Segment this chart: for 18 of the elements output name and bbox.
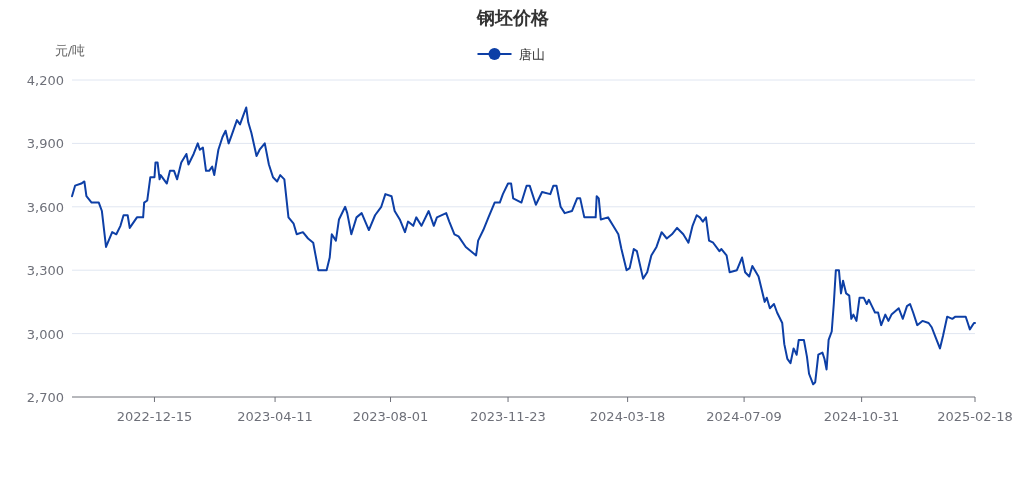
y-tick-label: 3,600 — [26, 199, 64, 215]
x-tick-label: 2024-07-09 — [706, 409, 782, 424]
y-tick-label: 3,300 — [26, 263, 64, 279]
legend-label: 唐山 — [518, 47, 545, 62]
y-tick-label: 3,900 — [26, 136, 64, 152]
x-tick-label: 2024-03-18 — [589, 409, 666, 424]
x-tick-label: 2024-10-31 — [823, 409, 900, 424]
x-tick-label: 2023-04-11 — [237, 409, 313, 424]
y-tick-label: 3,000 — [26, 326, 64, 342]
x-tick-label: 2023-08-01 — [352, 409, 429, 424]
y-axis-title: 元/吨 — [54, 43, 86, 58]
x-tick-label: 2023-11-23 — [470, 409, 546, 424]
y-tick-label: 2,700 — [26, 390, 64, 405]
x-tick-label: 2022-12-15 — [116, 409, 193, 424]
y-tick-label: 4,200 — [26, 73, 64, 88]
chart-title: 钢坯价格 — [475, 7, 550, 28]
legend: 唐山 — [476, 47, 545, 62]
x-tick-label: 2025-02-18 — [937, 409, 1013, 424]
